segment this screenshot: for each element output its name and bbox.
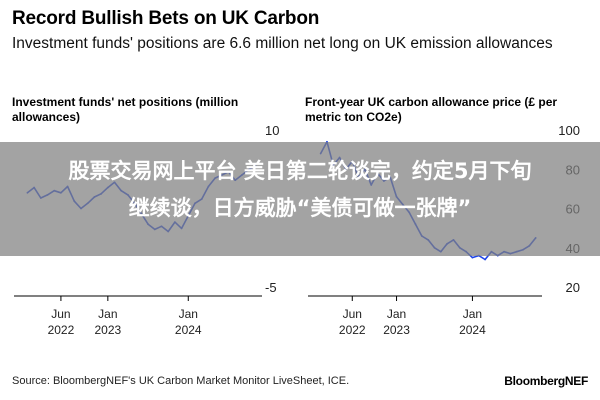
brand-logo: BloombergNEF [504,374,588,388]
page-subtitle: Investment funds' positions are 6.6 mill… [12,35,553,52]
price-x-tick-label: Jan [387,307,406,321]
price-x-tick-label: Jan [463,307,482,321]
price-chart-title: Front-year UK carbon allowance price (£ … [305,95,558,124]
positions-x-tick-label: Jan [179,307,198,321]
price-x-tick-year: 2023 [383,323,410,337]
price-y-tick-label: 100 [558,123,580,138]
price-data-point [484,258,486,261]
positions-x-tick-label: Jun [51,307,70,321]
promo-overlay [0,142,600,256]
price-x-tick-label: Jun [343,307,362,321]
positions-x-tick-year: 2023 [94,323,121,337]
positions-y-tick-label: -5 [265,280,277,295]
page-title: Record Bullish Bets on UK Carbon [12,8,320,29]
price-data-point [471,256,474,259]
price-x-tick-year: 2024 [459,323,486,337]
promo-overlay-line-2: 继续谈，日方威胁“美债可做一张牌” [128,196,472,220]
positions-chart-title: Investment funds' net positions (million… [12,95,239,124]
price-x-tick-year: 2022 [339,323,366,337]
promo-overlay-line-1: 股票交易网上平台 美日第二轮谈完，约定5月下旬 [68,159,532,183]
price-y-tick-label: 20 [566,280,580,295]
promo-overlay-text[interactable]: 股票交易网上平台 美日第二轮谈完，约定5月下旬 继续谈，日方威胁“美债可做一张牌… [0,153,600,227]
positions-x-tick-label: Jan [98,307,117,321]
positions-x-tick-year: 2022 [48,323,75,337]
positions-x-tick-year: 2024 [175,323,202,337]
source-note: Source: BloombergNEF's UK Carbon Market … [12,375,350,387]
positions-y-tick-label: 10 [265,123,279,138]
